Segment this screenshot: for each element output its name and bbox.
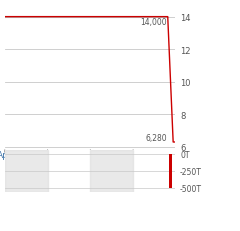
Text: Jul: Jul <box>42 150 53 159</box>
Text: Jan: Jan <box>126 150 140 159</box>
Bar <box>5 150 48 192</box>
Text: Okt: Okt <box>82 150 98 159</box>
Text: 14,000: 14,000 <box>140 18 167 27</box>
Text: Apr: Apr <box>0 150 13 159</box>
Bar <box>90 150 133 192</box>
Text: 6,280: 6,280 <box>145 134 167 142</box>
Bar <box>169 154 172 188</box>
